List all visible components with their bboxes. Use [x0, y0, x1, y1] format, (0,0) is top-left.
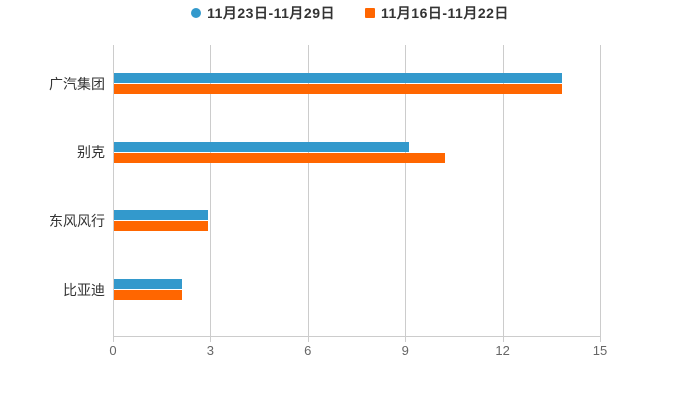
x-tick-15 — [600, 337, 601, 342]
bar-series0-cat0 — [114, 73, 563, 83]
x-tick-label-12: 12 — [495, 343, 510, 358]
bar-series1-cat0 — [114, 84, 563, 94]
bar-series1-cat1 — [114, 152, 446, 163]
category-label-3: 比亚迪 — [63, 281, 105, 298]
bar-series1-cat3 — [114, 290, 183, 301]
category-label-1: 别克 — [77, 144, 105, 161]
x-tick-label-0: 0 — [109, 343, 117, 358]
gridline-9 — [405, 45, 407, 336]
x-tick-12 — [502, 337, 504, 342]
category-label-0: 广汽集团 — [49, 75, 105, 92]
category-label-2: 东风风行 — [49, 212, 105, 229]
legend-label: 11月23日-11月29日 — [207, 5, 335, 21]
x-tick-3 — [210, 337, 212, 342]
legend-label: 11月16日-11月22日 — [381, 5, 509, 21]
bar-series0-cat2 — [114, 210, 209, 221]
gridline-12 — [502, 45, 504, 336]
x-axis-line — [113, 336, 601, 337]
bar-series1-cat2 — [114, 221, 209, 232]
x-tick-0 — [113, 337, 114, 342]
legend-circle-marker-icon — [191, 8, 202, 18]
y-axis-line — [113, 45, 114, 336]
bar-series0-cat1 — [114, 141, 410, 152]
legend-item-1[interactable]: 11月16日-11月22日 — [365, 3, 509, 23]
x-tick-9 — [405, 337, 407, 342]
legend-item-0[interactable]: 11月23日-11月29日 — [191, 3, 335, 23]
x-tick-label-3: 3 — [206, 343, 215, 358]
x-tick-label-6: 6 — [304, 343, 312, 358]
chart-legend: 11月23日-11月29日 11月16日-11月22日 — [0, 4, 700, 22]
gridline-15 — [600, 45, 601, 336]
gridline-6 — [307, 45, 309, 336]
gridline-3 — [210, 45, 212, 336]
legend-square-marker-icon — [365, 8, 375, 18]
x-tick-label-9: 9 — [401, 343, 409, 358]
x-tick-6 — [307, 337, 309, 342]
x-tick-label-15: 15 — [592, 343, 608, 358]
bar-series0-cat3 — [114, 279, 183, 290]
